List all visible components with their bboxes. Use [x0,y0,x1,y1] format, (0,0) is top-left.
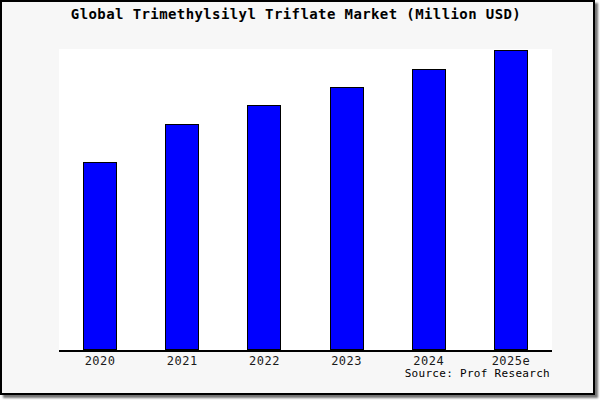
plot-area [59,49,552,352]
bar-2025e [494,50,528,350]
bar-2020 [83,162,117,350]
x-tick-label-2024: 2024 [388,354,470,368]
x-tick-label-2025e: 2025e [470,354,552,368]
bar-2021 [165,124,199,350]
bar-slot [59,49,141,350]
chart-image: Global Trimethylsilyl Triflate Market (M… [0,0,600,400]
x-tick-label-2022: 2022 [223,354,305,368]
x-tick-label-2020: 2020 [59,354,141,368]
bar-slot [306,49,388,350]
source-credit: Source: Prof Research [59,367,550,380]
chart-title: Global Trimethylsilyl Triflate Market (M… [0,6,592,22]
bar-slot [223,49,305,350]
bar-2024 [412,69,446,350]
bar-slot [470,49,552,350]
x-tick-label-2023: 2023 [306,354,388,368]
x-axis-labels: 202020212022202320242025e [59,354,552,368]
bar-2023 [330,87,364,350]
bar-2022 [247,105,281,350]
x-tick-label-2021: 2021 [141,354,223,368]
bar-slot [388,49,470,350]
bar-slot [141,49,223,350]
bars-container [59,49,552,350]
